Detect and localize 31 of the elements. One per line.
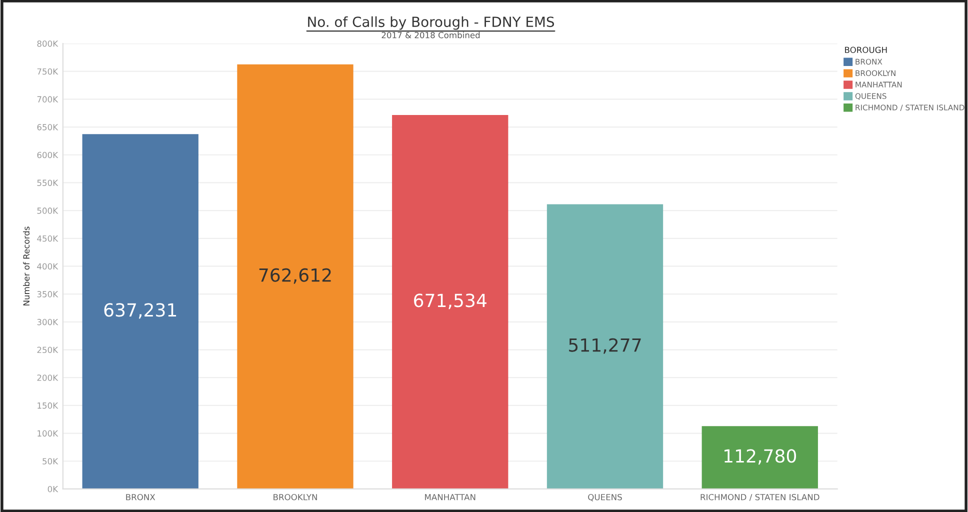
y-tick-label: 600K xyxy=(37,152,58,158)
chart-title: No. of Calls by Borough - FDNY EMS xyxy=(308,16,554,30)
y-tick-label: 50K xyxy=(42,458,58,464)
x-tick-label: QUEENS xyxy=(588,494,622,502)
data-label: 112,780 xyxy=(724,449,796,465)
y-tick-label: 650K xyxy=(37,124,58,130)
data-label: 511,277 xyxy=(569,338,641,354)
y-tick-label: 100K xyxy=(38,430,58,437)
y-tick-label: 450K xyxy=(37,235,58,242)
chart-subtitle: 2017 & 2018 Combined xyxy=(382,32,480,38)
y-tick-label: 700K xyxy=(37,96,58,102)
y-tick-label: 500K xyxy=(37,208,58,214)
data-label: 637,231 xyxy=(104,303,176,319)
x-tick-label: BROOKLYN xyxy=(274,494,317,500)
data-label: 671,534 xyxy=(414,294,486,310)
y-axis-title: Number of Records xyxy=(23,226,30,306)
x-tick-label: BRONX xyxy=(126,494,156,500)
data-label: 762,612 xyxy=(259,268,331,284)
y-tick-label: 200K xyxy=(37,374,58,381)
y-tick-label: 0K xyxy=(48,486,58,492)
y-tick-label: 800K xyxy=(37,40,58,47)
x-tick-label: MANHATTAN xyxy=(425,494,476,500)
y-tick-label: 550K xyxy=(37,180,58,186)
y-tick-label: 250K xyxy=(37,346,58,354)
legend-title: BOROUGH xyxy=(845,46,887,54)
y-tick-label: 150K xyxy=(38,402,58,409)
y-tick-label: 350K xyxy=(37,291,58,298)
y-tick-label: 750K xyxy=(37,68,58,75)
y-tick-label: 300K xyxy=(37,318,58,326)
x-tick-label: RICHMOND / STATEN ISLAND xyxy=(700,494,820,501)
y-tick-label: 400K xyxy=(37,263,58,270)
